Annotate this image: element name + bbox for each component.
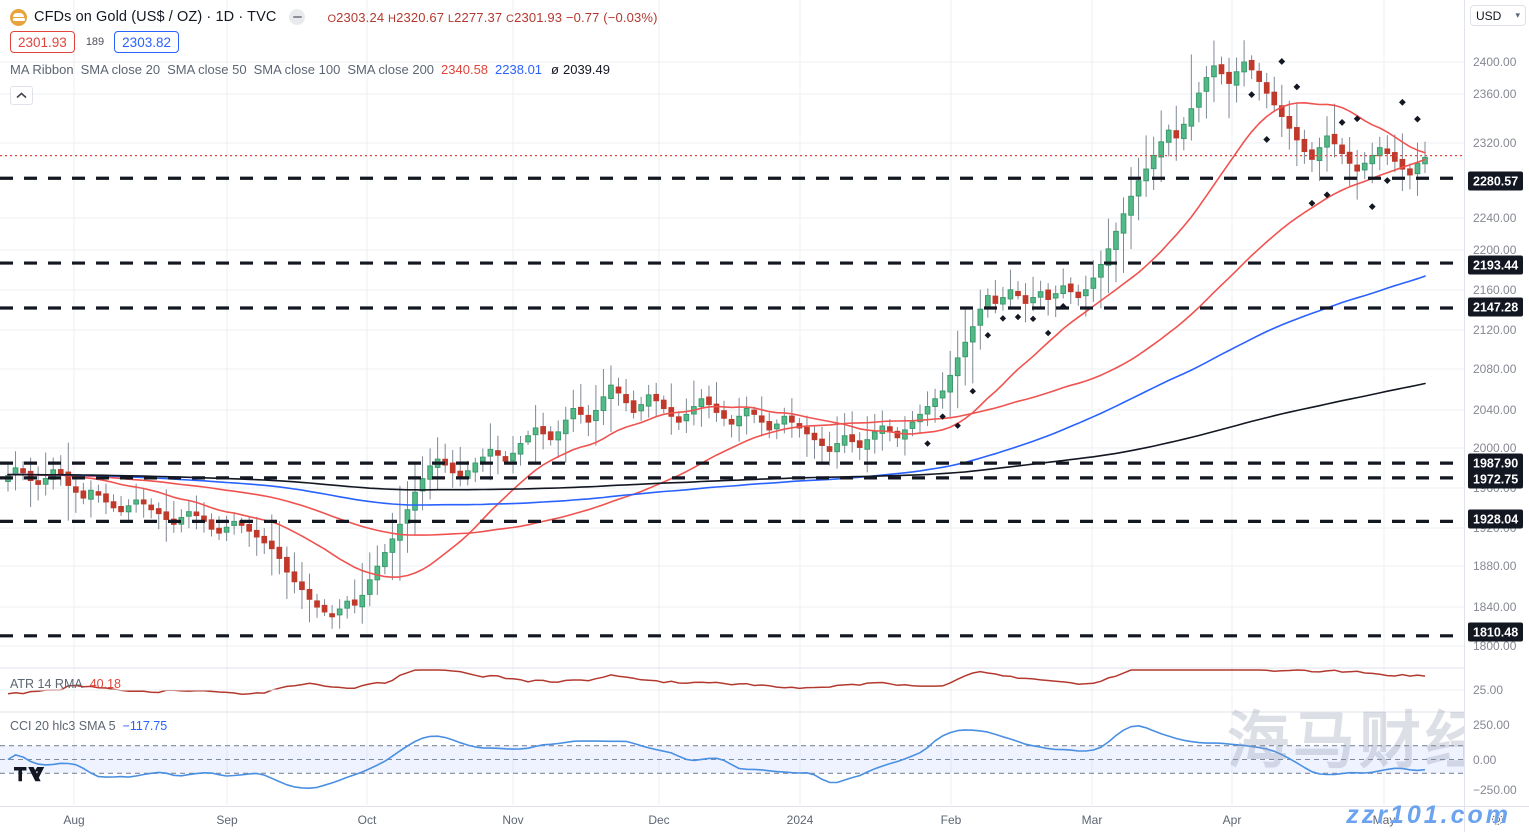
indicator-axis-tick: 25.00 (1473, 683, 1504, 697)
cci-line (7, 725, 1426, 789)
collapse-row (10, 82, 658, 108)
chevron-up-icon (16, 91, 27, 98)
collapse-pane-button[interactable] (10, 85, 33, 105)
price-level-tag[interactable]: 1972.75 (1468, 469, 1524, 489)
price-level-tag[interactable]: 1987.90 (1468, 453, 1524, 473)
price-axis-tick: 2240.00 (1473, 211, 1517, 225)
currency-label: USD (1476, 8, 1502, 23)
price-axis[interactable]: USD ▾ 2400.00 2360.00 2320.00 2240.00 2200.0… (1464, 0, 1529, 832)
time-axis-tick: Nov (502, 813, 524, 827)
price-axis-tick: 2120.00 (1473, 323, 1517, 337)
currency-select[interactable]: USD ▾ (1470, 5, 1526, 26)
price-axis-tick: 1880.00 (1473, 559, 1517, 573)
time-axis-tick: May (1372, 813, 1396, 827)
indicator-axis-tick: 0.00 (1473, 753, 1497, 767)
price-axis-tick: 2000.00 (1473, 441, 1517, 455)
price-axis-tick: 1840.00 (1473, 600, 1517, 614)
time-axis-tick: Feb (940, 813, 962, 827)
time-axis[interactable]: Aug Sep Oct Nov Dec 2024 Feb Mar Apr May (0, 806, 1464, 832)
atr-line (7, 669, 1426, 695)
price-level-tag[interactable]: 2280.57 (1468, 171, 1524, 191)
price-axis-tick: 2080.00 (1473, 362, 1517, 376)
time-axis-tick: 2024 (786, 813, 814, 827)
sma-20-line (7, 102, 1426, 578)
indicator-axis-tick: −250.00 (1473, 783, 1517, 797)
axis-settings-corner[interactable] (1464, 806, 1529, 832)
chevron-down-icon: ▾ (1515, 10, 1520, 20)
price-level-tag[interactable]: 2193.44 (1468, 255, 1524, 275)
candlestick-series[interactable] (5, 40, 1428, 629)
price-axis-tick: 2200.00 (1473, 243, 1517, 257)
time-axis-tick: Sep (216, 813, 238, 827)
indicator-axis-tick: 250.00 (1473, 718, 1510, 732)
time-axis-tick: Aug (63, 813, 85, 827)
sma-50-line (7, 158, 1426, 536)
price-axis-tick: 2360.00 (1473, 87, 1517, 101)
price-axis-tick: 2320.00 (1473, 136, 1517, 150)
time-axis-tick: Oct (357, 813, 377, 827)
price-axis-tick: 1800.00 (1473, 639, 1517, 653)
price-level-tag[interactable]: 2147.28 (1468, 297, 1524, 317)
time-axis-tick: Apr (1222, 813, 1242, 827)
tradingview-logo-icon (14, 767, 45, 782)
price-level-tag[interactable]: 1810.48 (1468, 622, 1524, 642)
time-axis-tick: Dec (648, 813, 670, 827)
sar-markers (924, 58, 1421, 447)
price-axis-tick: 2040.00 (1473, 403, 1517, 417)
price-axis-tick: 2160.00 (1473, 283, 1517, 297)
price-level-lines[interactable] (0, 176, 1464, 638)
tradingview-logo[interactable] (14, 765, 46, 790)
sma-100-line (7, 275, 1426, 506)
price-level-tag[interactable]: 1928.04 (1468, 509, 1524, 529)
price-axis-tick: 2400.00 (1473, 55, 1517, 69)
chart-gridlines (0, 0, 1464, 805)
gear-icon (1491, 814, 1503, 825)
time-axis-tick: Mar (1081, 813, 1103, 827)
